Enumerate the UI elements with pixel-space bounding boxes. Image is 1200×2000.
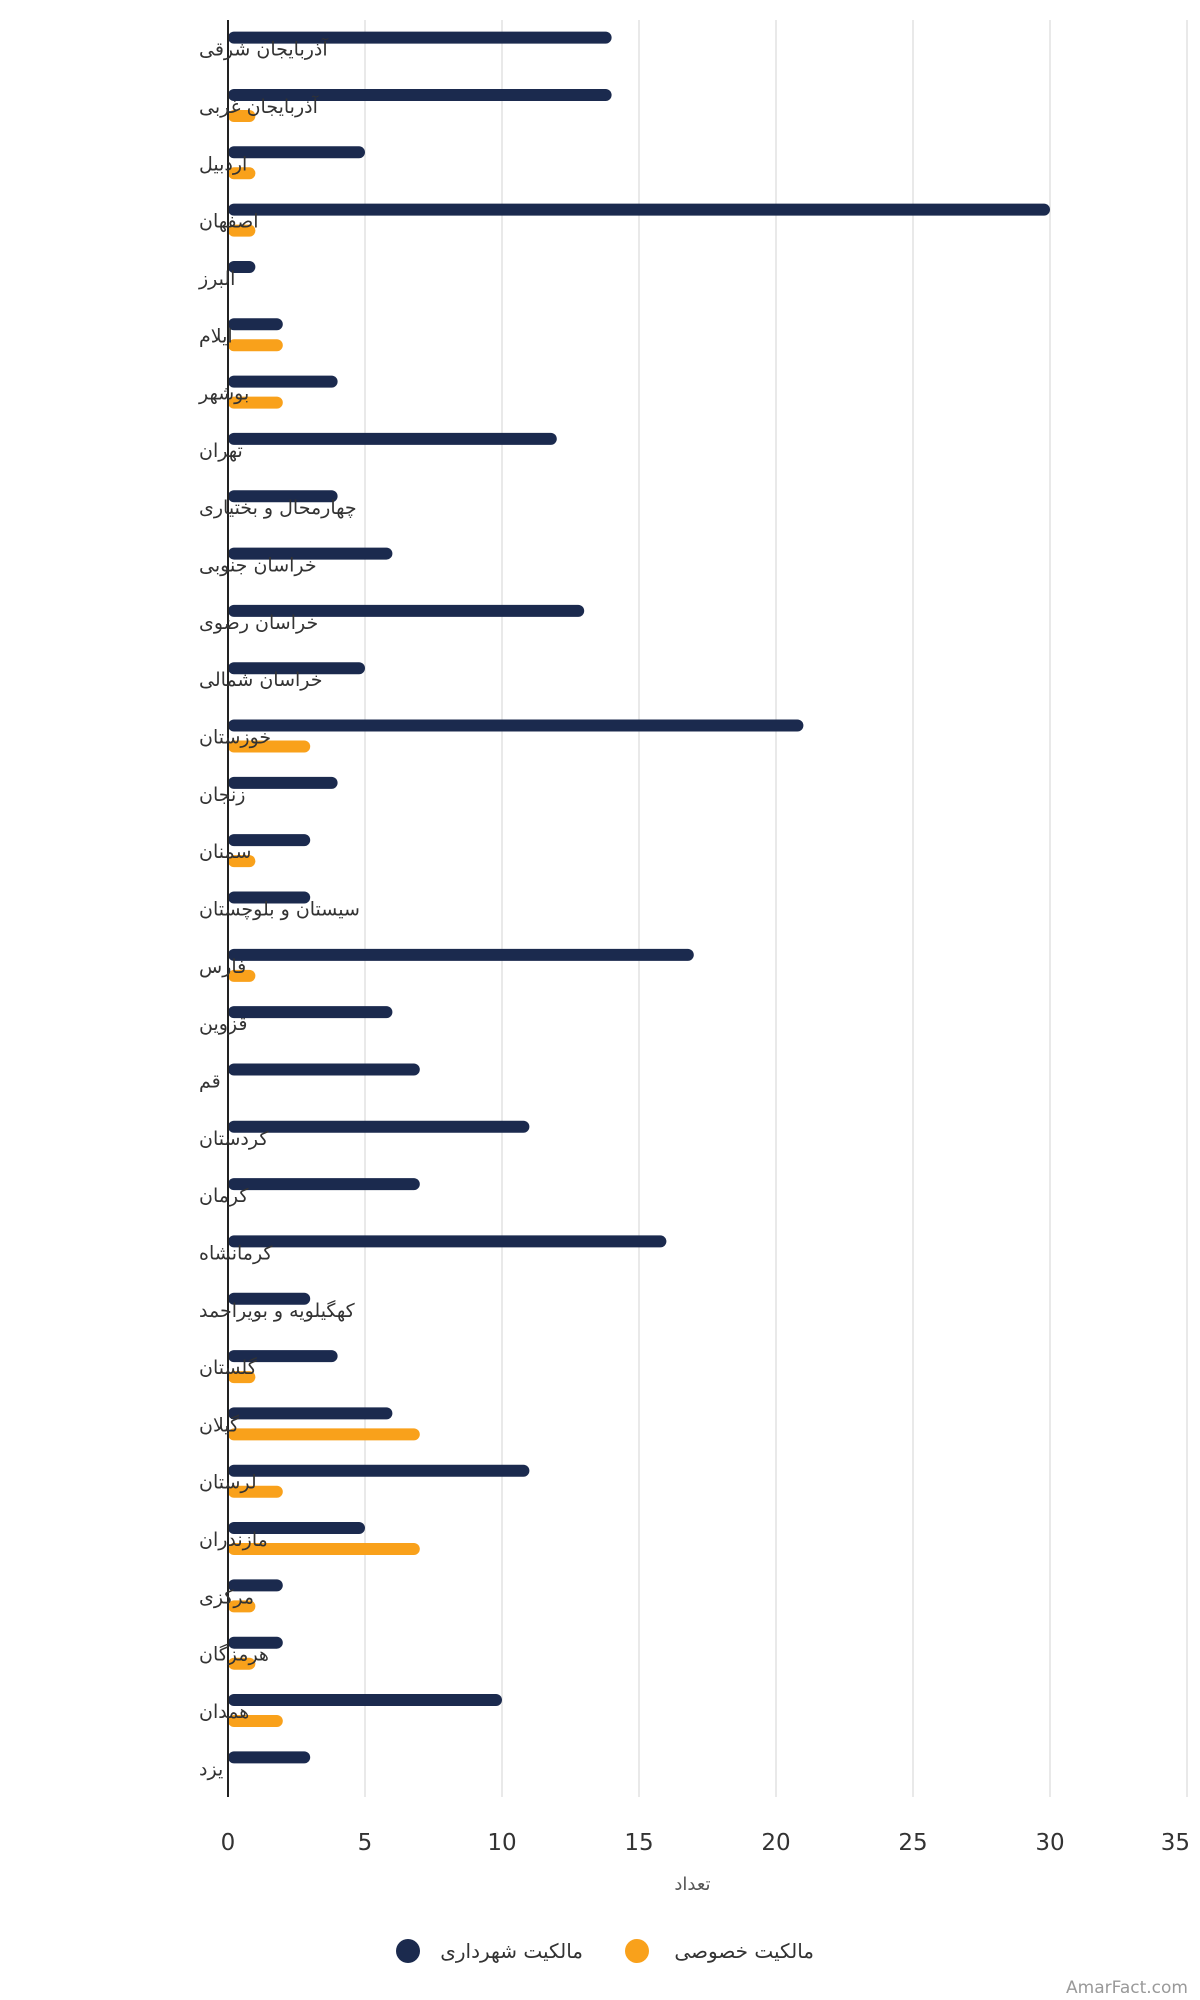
x-tick-35: 35 xyxy=(1161,1830,1190,1856)
bar-private-26[interactable] xyxy=(228,1543,420,1556)
bar-private-3[interactable] xyxy=(228,224,256,237)
bar-municipal-25[interactable] xyxy=(228,1464,530,1477)
bar-municipal-15[interactable] xyxy=(228,891,311,904)
bar-municipal-9[interactable] xyxy=(228,547,393,560)
bar-municipal-4[interactable] xyxy=(228,260,256,273)
category-label-22: کهگیلویه و بویراحمد xyxy=(199,1299,356,1322)
category-labels: آذربایجان شرقی آذربایجان غربی اردبیل اصفهان… xyxy=(198,37,360,1781)
category-label-15: سیستان و بلوچستان xyxy=(199,899,360,921)
bar-municipal-13[interactable] xyxy=(228,776,338,789)
category-label-13: زنجان xyxy=(199,784,245,806)
category-label-17: قزوین xyxy=(199,1013,248,1035)
x-tick-labels: 0 5 10 15 20 25 30 35 xyxy=(221,1830,1190,1856)
bar-private-29[interactable] xyxy=(228,1715,283,1728)
category-label-3: اصفهان xyxy=(199,211,259,233)
grid-lines xyxy=(364,20,1188,1797)
category-label-2: اردبیل xyxy=(199,153,247,175)
bar-municipal-14[interactable] xyxy=(228,834,311,847)
category-label-21: کرمانشاه xyxy=(199,1242,273,1264)
category-label-23: گلستان xyxy=(199,1356,258,1379)
bar-private-16[interactable] xyxy=(228,969,256,982)
legend-label-municipal: مالکیت شهرداری xyxy=(440,1939,583,1963)
bar-municipal-10[interactable] xyxy=(228,604,585,617)
bar-municipal-3[interactable] xyxy=(228,203,1050,216)
legend-item-municipal[interactable]: مالکیت شهرداری xyxy=(396,1939,583,1963)
bar-municipal-11[interactable] xyxy=(228,662,365,675)
x-tick-10: 10 xyxy=(487,1830,516,1856)
bar-private-5[interactable] xyxy=(228,339,283,352)
bar-municipal-24[interactable] xyxy=(228,1407,393,1420)
category-label-27: مرکزی xyxy=(199,1586,254,1608)
category-label-29: همدان xyxy=(199,1701,249,1723)
legend-dot-municipal xyxy=(396,1939,420,1963)
bar-municipal-12[interactable] xyxy=(228,719,804,732)
bar-municipal-1[interactable] xyxy=(228,88,612,101)
bar-private-14[interactable] xyxy=(228,855,256,868)
bar-private-12[interactable] xyxy=(228,740,311,753)
bar-private-28[interactable] xyxy=(228,1657,256,1670)
category-label-9: خراسان جنوبی xyxy=(199,555,317,577)
bar-municipal-29[interactable] xyxy=(228,1694,502,1707)
category-label-24: گیلان xyxy=(199,1413,240,1436)
bar-municipal-27[interactable] xyxy=(228,1579,283,1592)
x-axis-title: تعداد xyxy=(674,1874,710,1895)
category-label-12: خوزستان xyxy=(199,727,271,749)
bar-municipal-26[interactable] xyxy=(228,1522,365,1535)
bar-municipal-16[interactable] xyxy=(228,948,694,961)
bar-municipal-18[interactable] xyxy=(228,1063,420,1076)
x-tick-15: 15 xyxy=(624,1830,653,1856)
bar-private-27[interactable] xyxy=(228,1600,256,1613)
bar-municipal-6[interactable] xyxy=(228,375,338,388)
category-label-1: آذربایجان غربی xyxy=(199,94,319,118)
legend-item-private[interactable]: مالکیت خصوصی xyxy=(625,1939,814,1963)
bar-private-1[interactable] xyxy=(228,109,256,122)
category-label-4: البرز xyxy=(198,268,235,290)
bar-municipal-22[interactable] xyxy=(228,1292,311,1305)
category-label-6: بوشهر xyxy=(198,383,249,405)
bar-municipal-2[interactable] xyxy=(228,146,365,159)
category-label-30: یزد xyxy=(199,1758,223,1780)
category-label-20: کرمان xyxy=(199,1185,249,1207)
bar-municipal-8[interactable] xyxy=(228,490,338,503)
category-label-5: ایلام xyxy=(199,325,233,347)
category-label-28: هرمزگان xyxy=(199,1643,269,1666)
category-label-0: آذربایجان شرقی xyxy=(199,37,328,61)
bar-municipal-28[interactable] xyxy=(228,1636,283,1649)
source-credit: AmarFact.com xyxy=(1066,1978,1188,1998)
category-label-7: تهران xyxy=(199,440,243,462)
category-label-26: مازندران xyxy=(199,1529,268,1551)
category-label-19: کردستان xyxy=(199,1128,269,1150)
bar-municipal-23[interactable] xyxy=(228,1350,338,1363)
bar-municipal-5[interactable] xyxy=(228,318,283,331)
category-label-11: خراسان شمالی xyxy=(199,669,323,691)
bar-private-2[interactable] xyxy=(228,167,256,180)
bar-municipal-21[interactable] xyxy=(228,1235,667,1248)
legend-dot-private xyxy=(625,1939,649,1963)
bar-municipal-0[interactable] xyxy=(228,31,612,44)
x-tick-25: 25 xyxy=(898,1830,927,1856)
x-tick-20: 20 xyxy=(761,1830,790,1856)
category-label-25: لرستان xyxy=(199,1472,257,1494)
x-tick-5: 5 xyxy=(358,1830,373,1856)
bar-municipal-20[interactable] xyxy=(228,1178,420,1191)
bar-private-25[interactable] xyxy=(228,1485,283,1498)
category-label-14: سمنان xyxy=(199,841,251,863)
legend-label-private: مالکیت خصوصی xyxy=(674,1939,814,1963)
legend: مالکیت شهرداری مالکیت خصوصی xyxy=(396,1939,814,1963)
bar-private-23[interactable] xyxy=(228,1371,256,1384)
category-label-18: قم xyxy=(199,1070,221,1092)
bar-municipal-30[interactable] xyxy=(228,1751,311,1764)
bars xyxy=(228,31,1050,1764)
x-tick-0: 0 xyxy=(221,1830,236,1856)
bar-private-6[interactable] xyxy=(228,396,283,409)
bar-municipal-17[interactable] xyxy=(228,1006,393,1019)
x-tick-30: 30 xyxy=(1035,1830,1064,1856)
category-label-16: فارس xyxy=(199,956,246,978)
category-label-8: چهارمحال و بختیاری xyxy=(199,497,357,519)
bar-private-24[interactable] xyxy=(228,1428,420,1441)
bar-municipal-7[interactable] xyxy=(228,432,557,445)
category-label-10: خراسان رضوی xyxy=(199,612,318,634)
bar-municipal-19[interactable] xyxy=(228,1120,530,1133)
